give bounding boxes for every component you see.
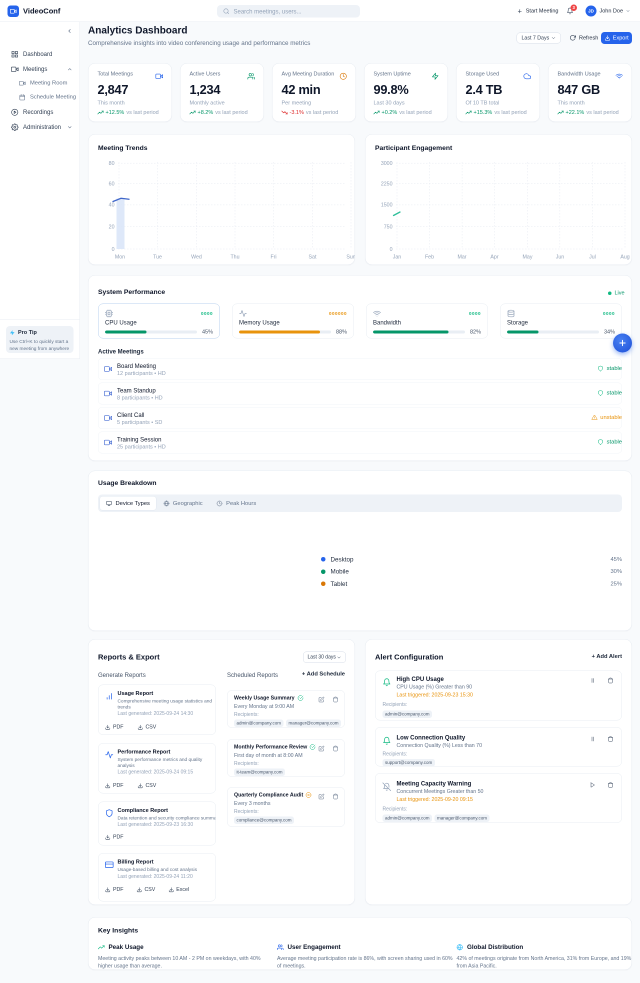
svg-text:0: 0 — [112, 247, 115, 253]
svg-text:Apr: Apr — [490, 255, 498, 261]
svg-text:Jun: Jun — [556, 255, 565, 261]
svg-text:Aug: Aug — [620, 255, 629, 261]
svg-text:750: 750 — [384, 225, 393, 231]
svg-text:40: 40 — [109, 203, 115, 209]
svg-text:20: 20 — [109, 225, 115, 231]
svg-text:Fri: Fri — [270, 255, 276, 261]
svg-text:Jul: Jul — [589, 255, 596, 261]
svg-text:3000: 3000 — [381, 161, 393, 167]
svg-text:Wed: Wed — [191, 255, 202, 261]
svg-text:May: May — [523, 255, 533, 261]
svg-text:60: 60 — [109, 182, 115, 188]
svg-text:Feb: Feb — [425, 255, 434, 261]
svg-text:Mon: Mon — [115, 255, 125, 261]
svg-text:Sat: Sat — [309, 255, 317, 261]
svg-text:80: 80 — [109, 161, 115, 167]
svg-text:Tue: Tue — [153, 255, 162, 261]
svg-text:2250: 2250 — [381, 182, 393, 188]
svg-text:Thu: Thu — [230, 255, 239, 261]
svg-text:0: 0 — [390, 247, 393, 253]
svg-text:1500: 1500 — [381, 203, 393, 209]
svg-text:Jan: Jan — [393, 255, 402, 261]
svg-text:Mar: Mar — [457, 255, 466, 261]
svg-text:Sun: Sun — [346, 255, 355, 261]
